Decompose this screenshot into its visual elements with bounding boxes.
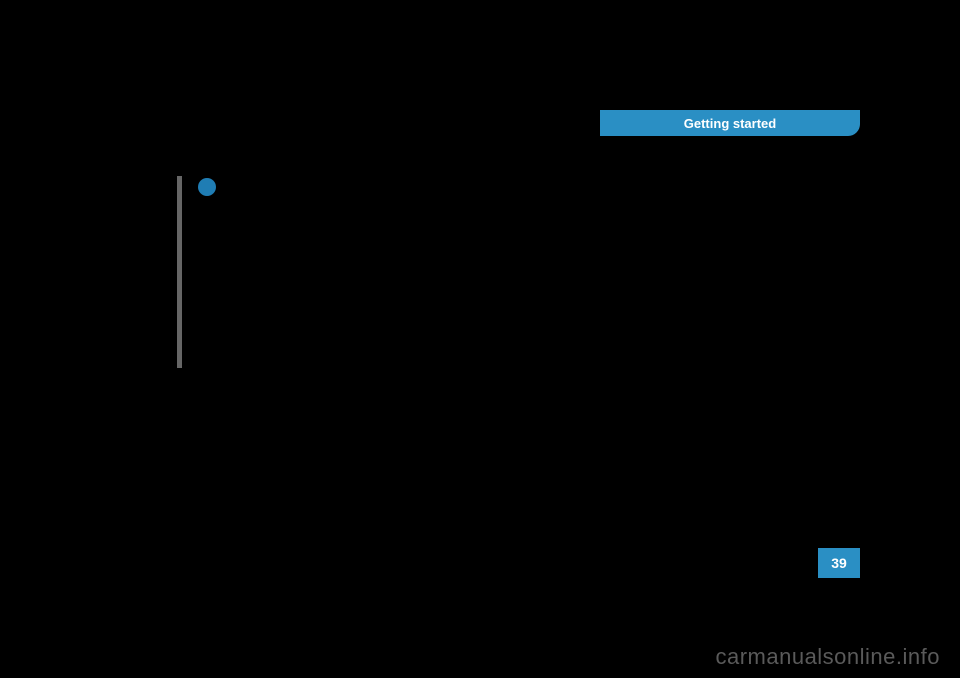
section-title: Getting started xyxy=(684,116,776,131)
info-icon xyxy=(198,178,216,196)
page-number-badge: 39 xyxy=(818,548,860,578)
section-header-tab: Getting started xyxy=(600,110,860,136)
watermark-label: carmanualsonline.info xyxy=(715,644,940,669)
info-sidebar-rule xyxy=(177,176,182,368)
watermark-text: carmanualsonline.info xyxy=(715,644,940,670)
page-number-value: 39 xyxy=(831,555,847,571)
